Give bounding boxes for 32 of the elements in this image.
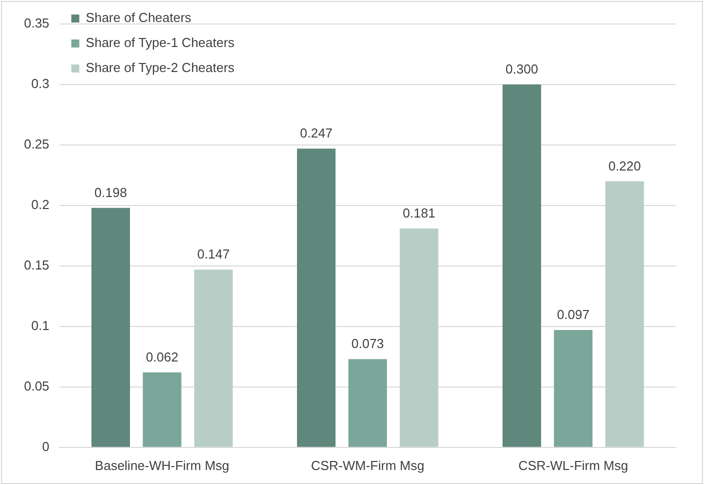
data-label: 0.097 [556,307,590,322]
data-label: 0.247 [300,126,333,141]
x-tick-label: Baseline-WH-Firm Msg [94,458,230,473]
data-label: 0.181 [402,206,436,221]
x-tick-label: CSR-WL-Firm Msg [518,458,628,473]
data-label: 0.198 [94,184,127,200]
data-label: 0.300 [506,62,538,77]
data-label: 0.062 [146,349,178,364]
y-tick-label: 0 [42,438,50,454]
legend-label: Share of Cheaters [86,10,192,26]
bar [400,228,438,447]
y-tick-label: 0.05 [24,378,50,394]
legend-label: Share of Type-2 Cheaters [86,60,235,76]
y-tick-label: 0.25 [24,136,50,152]
bar [142,372,182,447]
bar [296,148,336,447]
y-tick-label: 0.3 [31,76,50,92]
bar [348,359,387,447]
y-tick-label: 0.35 [24,16,50,31]
data-label: 0.073 [351,336,384,352]
bar [91,208,130,447]
data-label: 0.220 [608,158,641,174]
y-tick-label: 0.2 [31,197,50,212]
bar [605,181,644,447]
y-tick-label: 0.15 [24,258,50,273]
x-tick-label: CSR-WM-Firm Msg [310,458,424,473]
data-label: 0.147 [197,246,230,262]
bar [502,84,542,447]
legend-label: Share of Type-1 Cheaters [86,35,235,50]
y-tick-label: 0.1 [31,318,50,334]
bar [554,330,592,447]
bar [194,270,233,447]
